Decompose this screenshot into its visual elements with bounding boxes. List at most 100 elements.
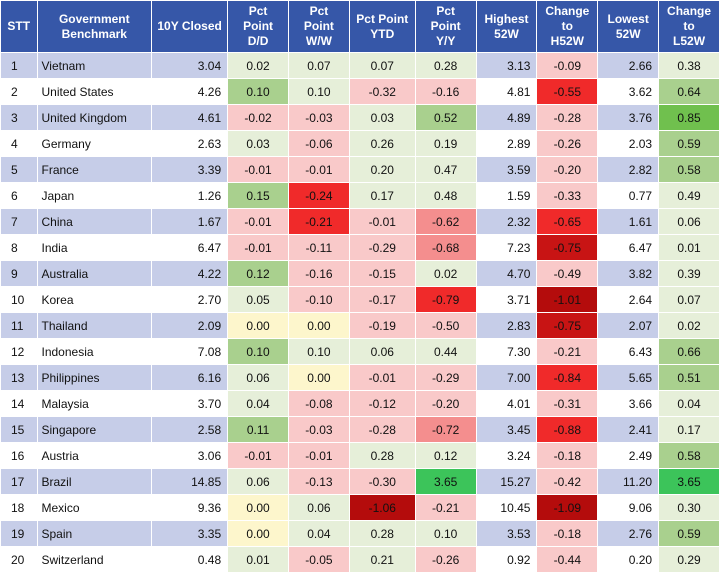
header-ytd[interactable]: Pct Point YTD <box>349 1 415 52</box>
change-l52w: 0.17 <box>659 417 719 442</box>
close-value: 3.70 <box>152 391 228 416</box>
lowest-52w: 2.41 <box>598 417 659 442</box>
table-row[interactable]: 12 Indonesia 7.08 0.10 0.10 0.06 0.44 7.30 -0.21… <box>1 339 719 364</box>
highest-52w: 4.89 <box>476 105 537 130</box>
table-row[interactable]: 2 United States 4.26 0.10 0.10 -0.32 -0.16 4.81… <box>1 79 719 104</box>
change-h52w: -1.01 <box>537 287 598 312</box>
pct-ww: 0.00 <box>288 313 349 338</box>
pct-yy: 0.02 <box>415 261 476 286</box>
pct-ww: 0.10 <box>288 79 349 104</box>
table-row[interactable]: 9 Australia 4.22 0.12 -0.16 -0.15 0.02 4.70 -0.4… <box>1 261 719 286</box>
change-h52w: -0.44 <box>537 547 598 572</box>
pct-ww: 0.00 <box>288 365 349 390</box>
close-value: 2.70 <box>152 287 228 312</box>
highest-52w: 4.81 <box>476 79 537 104</box>
lowest-52w: 3.62 <box>598 79 659 104</box>
pct-dd: -0.02 <box>228 105 288 130</box>
pct-dd: 0.12 <box>228 261 288 286</box>
table-row[interactable]: 5 France 3.39 -0.01 -0.01 0.20 0.47 3.59 -0.20 2.… <box>1 157 719 182</box>
pct-dd: 0.00 <box>228 313 288 338</box>
table-body: 1 Vietnam 3.04 0.02 0.07 0.07 0.28 3.13 -0.09 2.6… <box>1 53 719 572</box>
pct-ytd: -0.01 <box>349 209 415 234</box>
highest-52w: 3.24 <box>476 443 537 468</box>
table-row[interactable]: 15 Singapore 2.58 0.11 -0.03 -0.28 -0.72 3.45 -0… <box>1 417 719 442</box>
header-yy[interactable]: Pct Point Y/Y <box>415 1 476 52</box>
row-number: 13 <box>1 365 37 390</box>
lowest-52w: 11.20 <box>598 469 659 494</box>
pct-ytd: 0.28 <box>349 521 415 546</box>
close-value: 3.06 <box>152 443 228 468</box>
table-row[interactable]: 10 Korea 2.70 0.05 -0.10 -0.17 -0.79 3.71 -1.01 2… <box>1 287 719 312</box>
pct-yy: -0.68 <box>415 235 476 260</box>
close-value: 6.47 <box>152 235 228 260</box>
row-number: 5 <box>1 157 37 182</box>
close-value: 4.22 <box>152 261 228 286</box>
highest-52w: 3.13 <box>476 53 537 78</box>
change-h52w: -0.88 <box>537 417 598 442</box>
change-l52w: 0.06 <box>659 209 719 234</box>
pct-yy: -0.16 <box>415 79 476 104</box>
highest-52w: 0.92 <box>476 547 537 572</box>
header-stt[interactable]: STT <box>1 1 37 52</box>
pct-dd: 0.00 <box>228 521 288 546</box>
change-h52w: -0.31 <box>537 391 598 416</box>
table-row[interactable]: 13 Philippines 6.16 0.06 0.00 -0.01 -0.29 7.00-… <box>1 365 719 390</box>
header-dd[interactable]: Pct Point D/D <box>228 1 288 52</box>
pct-dd: 0.01 <box>228 547 288 572</box>
pct-yy: -0.72 <box>415 417 476 442</box>
benchmark-name: Korea <box>37 287 152 312</box>
header-close[interactable]: 10Y Closed <box>152 1 228 52</box>
table-row[interactable]: 7 China 1.67 -0.01 -0.21 -0.01 -0.62 2.32 -0.65 1… <box>1 209 719 234</box>
table-row[interactable]: 1 Vietnam 3.04 0.02 0.07 0.07 0.28 3.13 -0.09 2.6… <box>1 53 719 78</box>
pct-ww: -0.03 <box>288 105 349 130</box>
table-row[interactable]: 4 Germany 2.63 0.03 -0.06 0.26 0.19 2.89 -0.26 2.… <box>1 131 719 156</box>
table-row[interactable]: 17 Brazil 14.85 0.06 -0.13 -0.30 3.65 15.27 -0.4… <box>1 469 719 494</box>
benchmark-name: Switzerland <box>37 547 152 572</box>
pct-ww: -0.24 <box>288 183 349 208</box>
table-row[interactable]: 20 Switzerland 0.48 0.01 -0.05 0.21 -0.26 0.92-… <box>1 547 719 572</box>
lowest-52w: 2.49 <box>598 443 659 468</box>
table-row[interactable]: 16 Austria 3.06 -0.01 -0.01 0.28 0.12 3.24 -0.18… <box>1 443 719 468</box>
table-row[interactable]: 8 India 6.47 -0.01 -0.11 -0.29 -0.68 7.23 -0.75 6… <box>1 235 719 260</box>
header-ww[interactable]: Pct Point W/W <box>288 1 349 52</box>
table-row[interactable]: 6 Japan 1.26 0.15 -0.24 0.17 0.48 1.59 -0.33 0.77… <box>1 183 719 208</box>
change-h52w: -1.09 <box>537 495 598 520</box>
row-number: 17 <box>1 469 37 494</box>
close-value: 3.39 <box>152 157 228 182</box>
row-number: 18 <box>1 495 37 520</box>
benchmark-name: United Kingdom <box>37 105 152 130</box>
header-cl52[interactable]: Change to L52W <box>659 1 719 52</box>
header-ch52[interactable]: Change to H52W <box>537 1 598 52</box>
header-benchmark[interactable]: Government Benchmark <box>37 1 152 52</box>
pct-ytd: 0.20 <box>349 157 415 182</box>
pct-dd: -0.01 <box>228 209 288 234</box>
benchmark-name: Mexico <box>37 495 152 520</box>
row-number: 15 <box>1 417 37 442</box>
change-h52w: -0.09 <box>537 53 598 78</box>
change-h52w: -0.55 <box>537 79 598 104</box>
table-row[interactable]: 3 United Kingdom 4.61 -0.02 -0.03 0.03 0.52 4.8… <box>1 105 719 130</box>
pct-dd: 0.06 <box>228 469 288 494</box>
highest-52w: 3.71 <box>476 287 537 312</box>
pct-ww: -0.13 <box>288 469 349 494</box>
pct-ytd: -1.06 <box>349 495 415 520</box>
change-h52w: -0.65 <box>537 209 598 234</box>
benchmark-name: Indonesia <box>37 339 152 364</box>
header-h52[interactable]: Highest 52W <box>476 1 537 52</box>
highest-52w: 3.45 <box>476 417 537 442</box>
close-value: 9.36 <box>152 495 228 520</box>
change-l52w: 0.01 <box>659 235 719 260</box>
pct-ww: 0.10 <box>288 339 349 364</box>
table-row[interactable]: 11 Thailand 2.09 0.00 0.00 -0.19 -0.50 2.83 -0.7… <box>1 313 719 338</box>
header-l52[interactable]: Lowest 52W <box>598 1 659 52</box>
row-number: 6 <box>1 183 37 208</box>
pct-yy: 0.19 <box>415 131 476 156</box>
table-row[interactable]: 14 Malaysia 3.70 0.04 -0.08 -0.12 -0.20 4.01 -0.… <box>1 391 719 416</box>
table-row[interactable]: 19 Spain 3.35 0.00 0.04 0.28 0.10 3.53 -0.18 2.76… <box>1 521 719 546</box>
pct-ytd: 0.06 <box>349 339 415 364</box>
table-row[interactable]: 18 Mexico 9.36 0.00 0.06 -1.06 -0.21 10.45 -1.09… <box>1 495 719 520</box>
pct-ytd: -0.17 <box>349 287 415 312</box>
pct-yy: -0.79 <box>415 287 476 312</box>
benchmark-name: Austria <box>37 443 152 468</box>
change-l52w: 3.65 <box>659 469 719 494</box>
